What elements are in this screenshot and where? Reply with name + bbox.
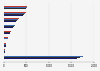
Bar xyxy=(4,52,5,53)
Bar xyxy=(4,8,26,9)
Bar xyxy=(4,31,11,32)
Bar xyxy=(4,58,77,59)
Bar xyxy=(4,43,6,44)
Bar xyxy=(4,18,19,19)
Bar xyxy=(4,50,5,51)
Bar xyxy=(4,14,24,15)
Bar xyxy=(4,19,18,20)
Bar xyxy=(4,32,10,33)
Bar xyxy=(4,56,83,57)
Bar xyxy=(4,33,10,34)
Bar xyxy=(4,12,26,13)
Bar xyxy=(4,38,8,39)
Bar xyxy=(4,45,6,46)
Bar xyxy=(4,37,8,38)
Bar xyxy=(4,57,80,58)
Bar xyxy=(4,15,23,16)
Bar xyxy=(4,51,5,52)
Bar xyxy=(4,20,17,21)
Bar xyxy=(4,6,27,7)
Bar xyxy=(4,25,15,26)
Bar xyxy=(4,13,25,14)
Bar xyxy=(4,7,26,8)
Bar xyxy=(4,26,14,27)
Bar xyxy=(4,49,5,50)
Bar xyxy=(4,46,6,47)
Bar xyxy=(4,27,13,28)
Bar xyxy=(4,44,6,45)
Bar xyxy=(4,21,16,22)
